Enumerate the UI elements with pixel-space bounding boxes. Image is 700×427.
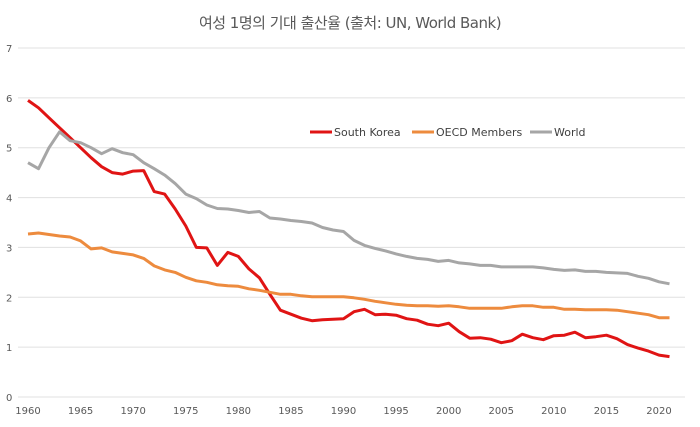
x-tick-label: 1980 [226, 406, 251, 417]
x-tick-label: 2020 [646, 406, 671, 417]
x-tick-label: 1960 [15, 406, 40, 417]
y-tick-label: 1 [6, 343, 12, 354]
y-tick-label: 4 [6, 194, 12, 205]
y-tick-label: 6 [6, 94, 12, 105]
y-tick-label: 7 [6, 44, 12, 55]
x-tick-label: 2000 [436, 406, 461, 417]
legend-label: South Korea [334, 126, 401, 139]
series-line-south-korea [27, 99, 670, 359]
chart-title: 여성 1명의 기대 출산율 (출처: UN, World Bank) [198, 14, 502, 32]
y-tick-label: 3 [6, 243, 12, 254]
y-tick-label: 2 [6, 293, 12, 304]
x-tick-label: 1985 [278, 406, 303, 417]
x-tick-label: 2010 [541, 406, 566, 417]
legend-label: World [554, 126, 586, 139]
x-tick-label: 1975 [173, 406, 198, 417]
x-tick-label: 1990 [331, 406, 356, 417]
legend-label: OECD Members [436, 126, 523, 139]
y-tick-label: 5 [6, 144, 12, 155]
x-tick-label: 1970 [120, 406, 145, 417]
y-tick-label: 0 [6, 393, 12, 404]
x-tick-label: 1995 [383, 406, 408, 417]
x-tick-label: 1965 [68, 406, 93, 417]
series-line-world [27, 130, 670, 286]
x-tick-label: 2015 [594, 406, 619, 417]
series-line-oecd-members [27, 231, 670, 320]
x-tick-label: 2005 [489, 406, 514, 417]
